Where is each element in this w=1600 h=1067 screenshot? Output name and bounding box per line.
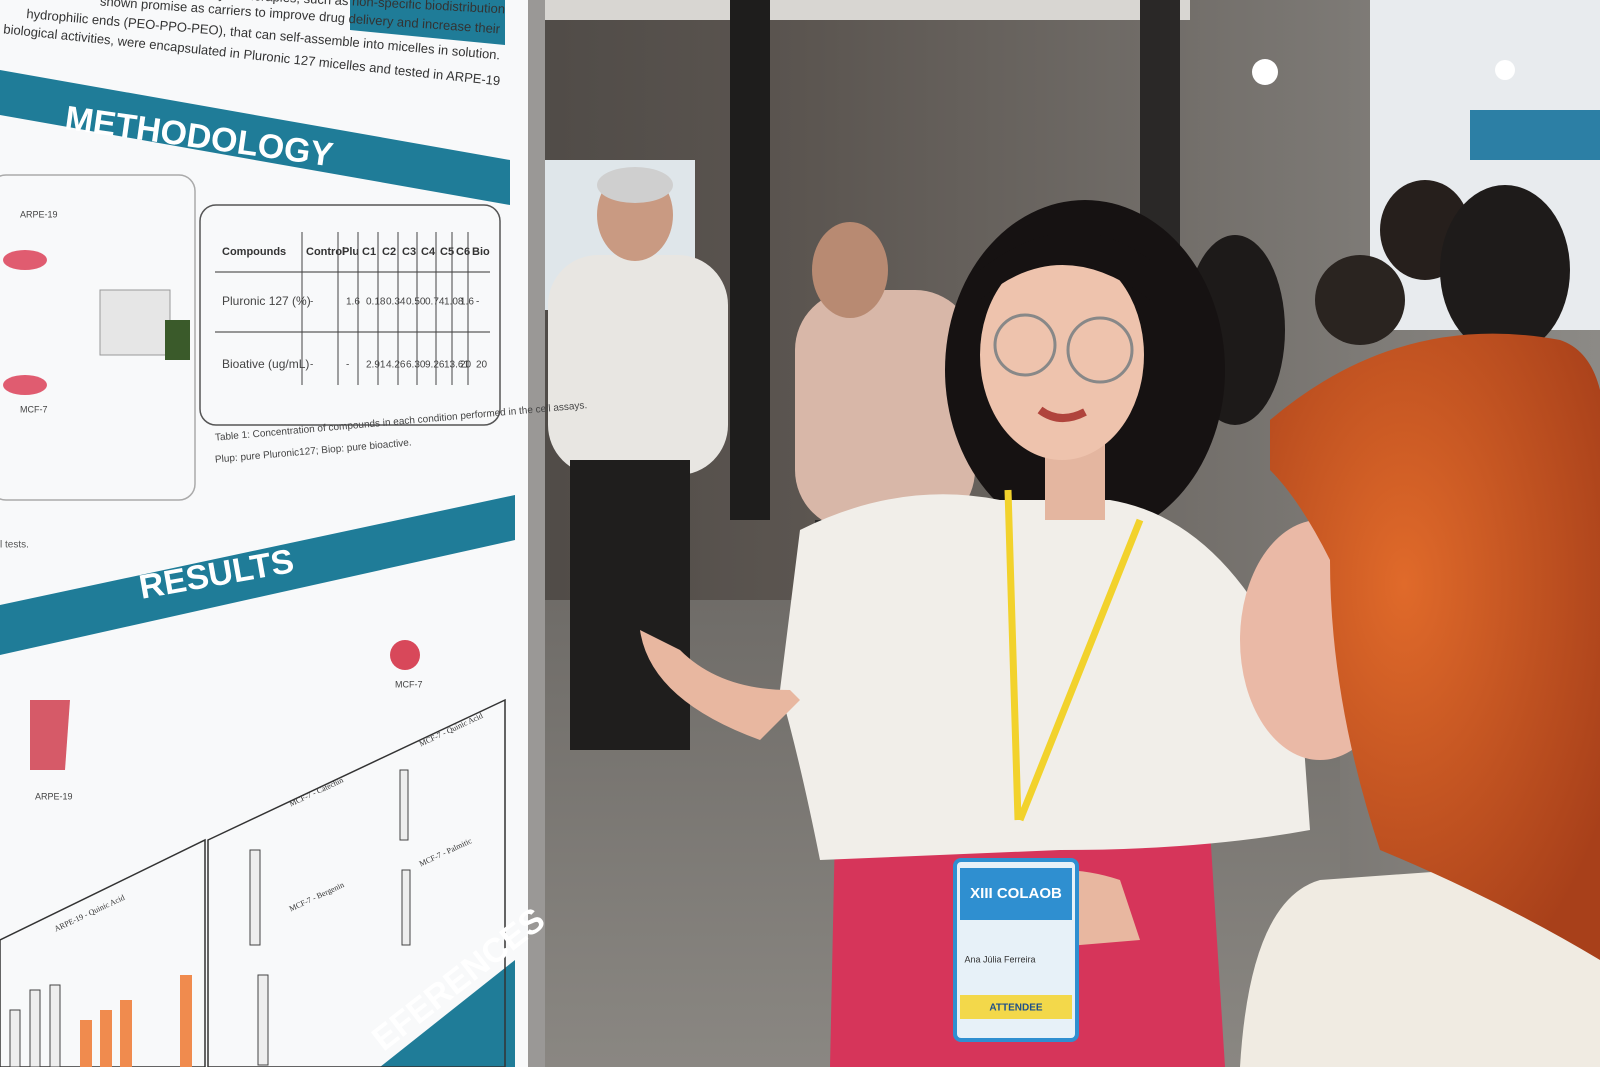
table-cell: 20 xyxy=(476,360,488,371)
table-cell: Pluronic 127 (%) xyxy=(222,294,311,308)
table-header: Compounds xyxy=(222,246,286,258)
table-cell: 1.6 xyxy=(346,297,360,308)
badge-role: ATTENDEE xyxy=(989,1003,1042,1014)
background-man-1 xyxy=(548,167,728,750)
foreground-woman xyxy=(1240,333,1600,1067)
table-cell: - xyxy=(346,360,349,371)
table-header: Bio xyxy=(472,246,490,258)
badge-event: XIII COLAOB xyxy=(970,885,1062,902)
table-cell: 2.91 xyxy=(366,360,386,371)
table-cell: 0.34 xyxy=(386,297,406,308)
diagram-label: ARPE-19 xyxy=(20,209,58,219)
table-header: C5 xyxy=(440,246,454,258)
lamp xyxy=(1252,59,1278,85)
table-cell: 6.30 xyxy=(406,360,426,371)
table-cell: - xyxy=(310,297,313,308)
badge: XIII COLAOB Ana Júlia Ferreira ATTENDEE xyxy=(953,858,1079,1042)
table-cell: - xyxy=(310,360,313,371)
pillar xyxy=(730,0,770,520)
table-cell: 9.26 xyxy=(425,360,445,371)
table-cell: 20 xyxy=(460,360,472,371)
diagram-label: ARPE-19 xyxy=(35,791,73,801)
table-cell: 13.61 xyxy=(444,360,469,371)
table-cell: 1.6 xyxy=(460,297,474,308)
diagram-label: MCF-7 xyxy=(395,679,423,689)
back-poster-banner xyxy=(1470,110,1600,160)
lamp xyxy=(1495,60,1515,80)
table-cell: 0.50 xyxy=(406,297,426,308)
table-cell: 1.08 xyxy=(444,297,464,308)
badge-name: Ana Júlia Ferreira xyxy=(964,954,1035,964)
table-header: C1 xyxy=(362,246,376,258)
table-cell: 0.74 xyxy=(425,297,445,308)
table-header: C6 xyxy=(456,246,470,258)
table-header: C4 xyxy=(421,246,436,258)
table-cell: Bioative (ug/mL) xyxy=(222,357,309,371)
table-header: Control xyxy=(306,246,345,258)
side-note: l tests. xyxy=(0,540,29,551)
poster: delivery of therapies, such as non-speci… xyxy=(0,0,588,1067)
ceiling xyxy=(540,0,1190,20)
table-header: Plu xyxy=(342,246,359,258)
table-cell: - xyxy=(476,297,479,308)
table-header: C3 xyxy=(402,246,416,258)
table-cell: 4.26 xyxy=(386,360,406,371)
diagram-label: MCF-7 xyxy=(20,404,48,414)
table-header: C2 xyxy=(382,246,396,258)
table-cell: 0.18 xyxy=(366,297,386,308)
